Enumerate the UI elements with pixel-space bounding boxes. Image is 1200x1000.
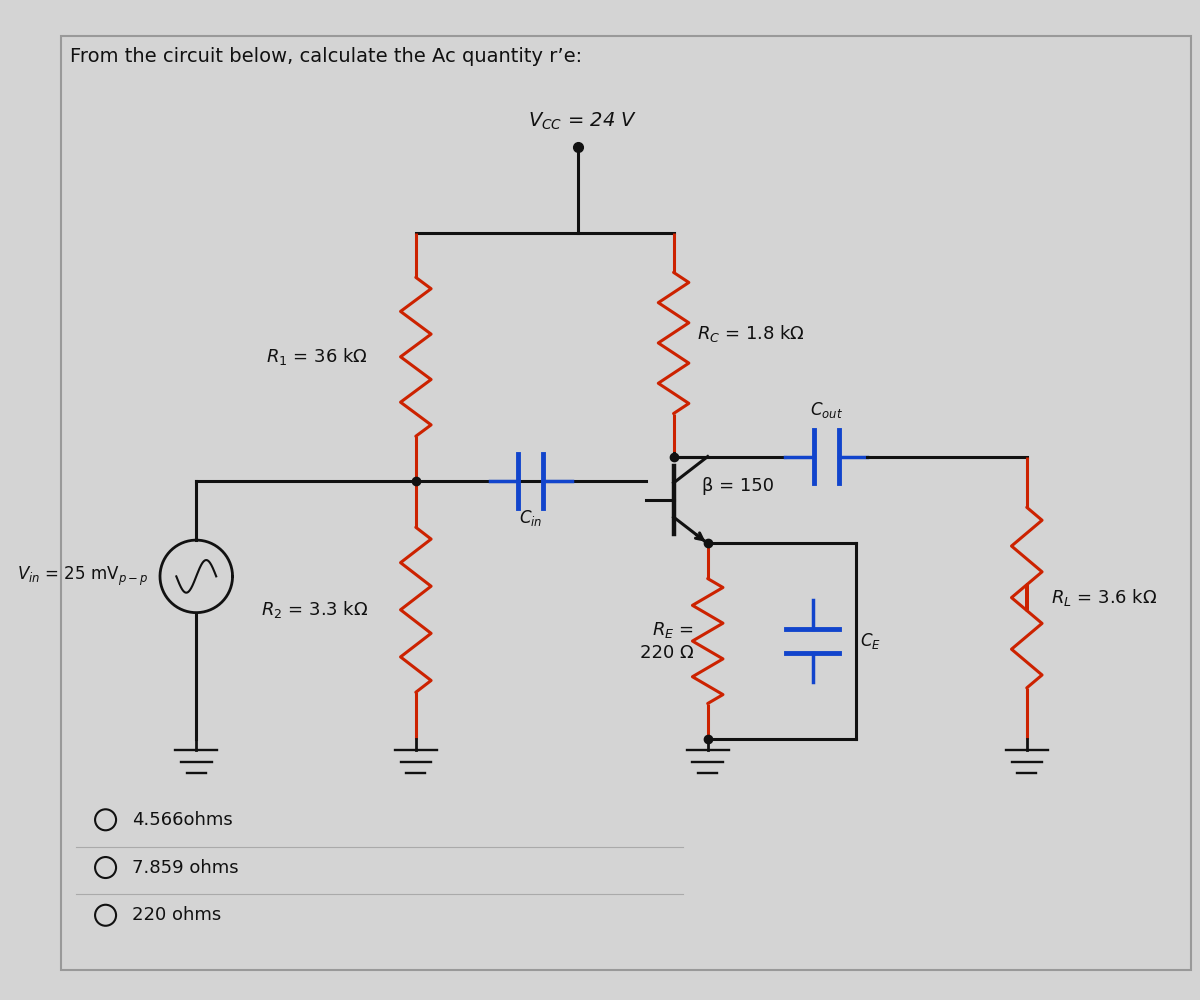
Text: $R_2$ = 3.3 kΩ: $R_2$ = 3.3 kΩ <box>260 599 368 620</box>
Text: $C_{in}$: $C_{in}$ <box>520 508 542 528</box>
Text: $V_{CC}$ = 24 V: $V_{CC}$ = 24 V <box>528 111 637 132</box>
Text: 4.566ohms: 4.566ohms <box>132 811 233 829</box>
Text: From the circuit below, calculate the Ac quantity r’e:: From the circuit below, calculate the Ac… <box>71 47 582 66</box>
Text: $V_{in}$ = 25 mV$_{p-p}$: $V_{in}$ = 25 mV$_{p-p}$ <box>17 565 149 588</box>
Text: 7.859 ohms: 7.859 ohms <box>132 859 239 877</box>
Text: $R_E$ =
220 Ω: $R_E$ = 220 Ω <box>640 620 694 662</box>
Text: $C_E$: $C_E$ <box>860 631 881 651</box>
Text: $R_1$ = 36 kΩ: $R_1$ = 36 kΩ <box>266 346 368 367</box>
Text: 220 ohms: 220 ohms <box>132 906 222 924</box>
Text: $R_L$ = 3.6 kΩ: $R_L$ = 3.6 kΩ <box>1051 587 1157 608</box>
Text: β = 150: β = 150 <box>702 477 774 495</box>
Text: $C_{out}$: $C_{out}$ <box>810 400 842 420</box>
Text: $R_C$ = 1.8 kΩ: $R_C$ = 1.8 kΩ <box>697 323 805 344</box>
